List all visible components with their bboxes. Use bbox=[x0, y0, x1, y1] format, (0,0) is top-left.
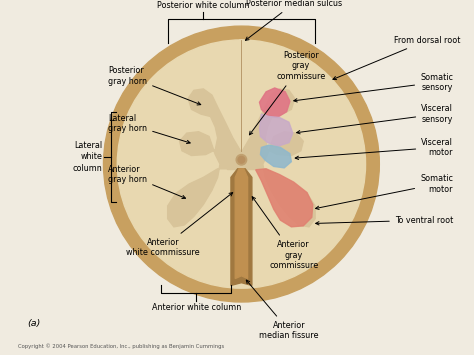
Polygon shape bbox=[235, 169, 247, 279]
Text: Anterior
gray horn: Anterior gray horn bbox=[108, 165, 185, 198]
Text: Posterior
gray
commissure: Posterior gray commissure bbox=[249, 51, 326, 135]
Text: Lateral
gray horn: Lateral gray horn bbox=[108, 114, 190, 143]
Text: Lateral
white
column: Lateral white column bbox=[73, 141, 102, 173]
Text: Posterior median sulcus: Posterior median sulcus bbox=[246, 0, 342, 40]
Text: From dorsal root: From dorsal root bbox=[333, 36, 460, 80]
Text: Anterior
white commissure: Anterior white commissure bbox=[126, 193, 233, 257]
Text: Anterior
median fissure: Anterior median fissure bbox=[246, 280, 319, 340]
Text: Posterior white column: Posterior white column bbox=[157, 1, 249, 10]
Polygon shape bbox=[168, 89, 240, 227]
Text: (a): (a) bbox=[27, 319, 41, 328]
Text: Anterior white column: Anterior white column bbox=[152, 303, 241, 312]
Text: Copyright © 2004 Pearson Education, Inc., publishing as Benjamin Cummings: Copyright © 2004 Pearson Education, Inc.… bbox=[18, 344, 224, 349]
Text: Somatic
sensory: Somatic sensory bbox=[294, 72, 453, 102]
Circle shape bbox=[236, 154, 246, 165]
Text: To ventral root: To ventral root bbox=[316, 216, 453, 225]
Polygon shape bbox=[239, 40, 243, 133]
Text: Anterior
gray
commissure: Anterior gray commissure bbox=[252, 197, 319, 270]
Text: Visceral
motor: Visceral motor bbox=[295, 138, 453, 159]
Polygon shape bbox=[255, 169, 313, 227]
Text: Posterior
gray horn: Posterior gray horn bbox=[108, 66, 201, 105]
Circle shape bbox=[117, 40, 365, 288]
Circle shape bbox=[238, 157, 245, 163]
Polygon shape bbox=[259, 114, 293, 146]
Polygon shape bbox=[242, 89, 315, 227]
Text: Somatic
motor: Somatic motor bbox=[316, 174, 453, 209]
Text: Visceral
sensory: Visceral sensory bbox=[297, 104, 453, 134]
Polygon shape bbox=[227, 151, 255, 169]
Polygon shape bbox=[260, 145, 292, 168]
Polygon shape bbox=[231, 169, 252, 285]
Circle shape bbox=[103, 26, 379, 302]
Polygon shape bbox=[259, 88, 290, 118]
